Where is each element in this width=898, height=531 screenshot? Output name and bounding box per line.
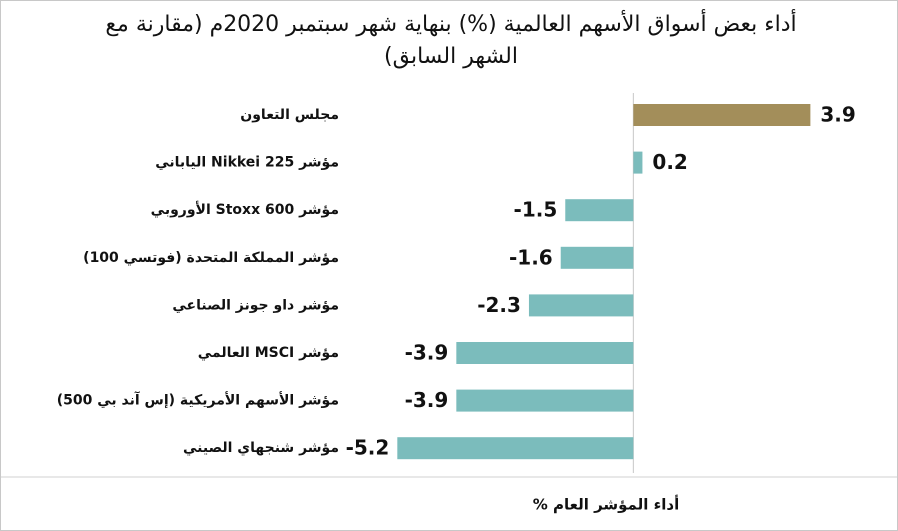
bar xyxy=(633,104,811,126)
value-label: -3.9 xyxy=(405,341,449,365)
category-label: مؤشر Stoxx 600 الأوروبي xyxy=(151,201,339,218)
value-label: -2.3 xyxy=(477,293,521,317)
x-axis-label: أداء المؤشر العام % xyxy=(533,495,680,514)
bar xyxy=(560,246,634,269)
bar xyxy=(528,294,634,317)
bar xyxy=(456,389,634,412)
category-label: مؤشر المملكة المتحدة (فوتسي 100) xyxy=(83,250,339,266)
category-label: مؤشر MSCI العالمي xyxy=(198,345,339,361)
bar xyxy=(565,199,634,222)
category-label: مؤشر الأسهم الأمريكية (إس آند بي 500) xyxy=(57,391,339,409)
chart-title: أداء بعض أسواق الأسهم العالمية (%) بنهاي… xyxy=(105,12,797,69)
value-label: 3.9 xyxy=(820,103,855,127)
value-label: -5.2 xyxy=(346,436,390,460)
bar xyxy=(456,342,634,364)
category-label: مؤشر Nikkei 225 الياباني xyxy=(155,155,339,171)
category-label: مجلس التعاون xyxy=(240,107,339,123)
category-label: مؤشر داو جونز الصناعي xyxy=(172,297,339,313)
bar xyxy=(397,437,634,460)
value-label: 0.2 xyxy=(652,150,687,174)
value-label: -1.6 xyxy=(509,245,553,269)
bar xyxy=(633,151,643,174)
value-label: -3.9 xyxy=(405,388,449,412)
value-label: -1.5 xyxy=(514,198,558,222)
category-label: مؤشر شنجهاي الصيني xyxy=(183,440,339,457)
